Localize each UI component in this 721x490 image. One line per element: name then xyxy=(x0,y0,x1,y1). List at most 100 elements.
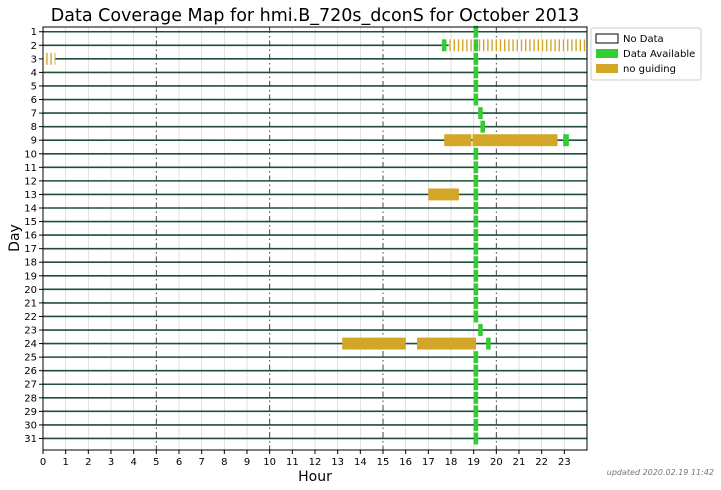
x-tick-label: 23 xyxy=(558,457,571,468)
data-available-segment xyxy=(473,418,479,431)
grid-layer xyxy=(43,27,587,450)
y-tick-label: 14 xyxy=(24,203,37,214)
data-available-segment xyxy=(473,161,479,174)
updated-timestamp: updated 2020.02.19 11:42 xyxy=(607,468,714,477)
x-tick-label: 0 xyxy=(40,457,46,468)
x-tick-label: 22 xyxy=(535,457,548,468)
y-tick-label: 2 xyxy=(31,41,37,52)
y-tick-label: 17 xyxy=(24,244,37,255)
y-tick-label: 3 xyxy=(31,54,37,65)
y-tick-label: 13 xyxy=(24,190,37,201)
y-tick-label: 7 xyxy=(31,109,37,120)
x-tick-label: 8 xyxy=(221,457,227,468)
y-tick-label: 18 xyxy=(24,258,37,269)
x-tick-label: 19 xyxy=(467,457,480,468)
legend-label-no-guiding: no guiding xyxy=(623,64,676,75)
y-tick-label: 31 xyxy=(24,434,37,445)
y-tick-label: 8 xyxy=(31,122,37,133)
data-available-segment xyxy=(478,107,483,120)
legend-label-data-available: Data Available xyxy=(623,49,695,60)
data-available-segment xyxy=(486,337,491,350)
data-available-segment xyxy=(473,202,479,214)
data-available-segment xyxy=(473,215,479,228)
data-available-segment xyxy=(473,296,479,309)
legend-swatch-no-data xyxy=(595,33,619,44)
no-guiding-segment xyxy=(342,337,406,350)
data-available-segment xyxy=(473,147,479,160)
data-available-segment xyxy=(473,256,479,269)
legend-label-no-data: No Data xyxy=(623,34,664,45)
y-axis-ticks: 1234567891011121314151617181920212223242… xyxy=(24,27,43,445)
y-tick-label: 10 xyxy=(24,149,37,160)
y-tick-label: 27 xyxy=(24,380,37,391)
y-tick-label: 24 xyxy=(24,339,37,350)
x-tick-label: 12 xyxy=(309,457,322,468)
y-tick-label: 19 xyxy=(24,271,37,282)
y-tick-label: 28 xyxy=(24,393,37,404)
data-available-segment xyxy=(473,93,479,106)
data-available-segment xyxy=(480,120,485,133)
data-available-segment xyxy=(478,324,483,336)
data-available-segment xyxy=(441,39,447,52)
y-tick-label: 5 xyxy=(31,81,37,92)
y-tick-label: 30 xyxy=(24,420,37,431)
data-available-segment xyxy=(473,432,479,445)
chart-title: Data Coverage Map for hmi.B_720s_dconS f… xyxy=(51,6,579,26)
no-guiding-hatched-segment xyxy=(43,52,56,65)
data-available-segment xyxy=(473,391,479,404)
y-tick-label: 22 xyxy=(24,312,37,323)
y-tick-label: 1 xyxy=(31,27,37,38)
x-tick-label: 5 xyxy=(153,457,159,468)
no-guiding-segment xyxy=(428,188,451,201)
data-available-segment xyxy=(473,66,479,79)
data-available-segment xyxy=(473,25,479,38)
x-tick-label: 6 xyxy=(176,457,182,468)
data-available-segment xyxy=(473,80,479,92)
x-tick-label: 7 xyxy=(198,457,204,468)
x-tick-label: 2 xyxy=(85,457,91,468)
no-guiding-segment xyxy=(451,188,459,201)
y-tick-label: 15 xyxy=(24,217,37,228)
no-guiding-segment xyxy=(472,134,558,147)
x-tick-label: 11 xyxy=(286,457,299,468)
data-available-segment xyxy=(473,269,479,282)
segments-layer xyxy=(43,25,587,445)
data-available-segment xyxy=(473,310,479,323)
y-tick-label: 4 xyxy=(31,68,37,79)
y-tick-label: 11 xyxy=(24,163,37,174)
x-axis-ticks: 0 1 2 3 4 5 6 7 8 9 10 11 12 13 14 15 16 17 18 19 20 21 22 23 xyxy=(40,450,571,468)
x-tick-label: 9 xyxy=(244,457,250,468)
y-tick-label: 6 xyxy=(31,95,37,106)
legend-swatch-data-available xyxy=(596,49,618,58)
no-guiding-segment xyxy=(417,337,476,350)
data-available-segment xyxy=(473,242,479,255)
no-guiding-segment xyxy=(444,134,472,147)
y-tick-label: 9 xyxy=(31,136,37,147)
data-available-segment xyxy=(473,405,479,418)
x-tick-label: 16 xyxy=(399,457,412,468)
data-available-segment xyxy=(473,174,479,187)
y-tick-label: 21 xyxy=(24,298,37,309)
x-tick-label: 20 xyxy=(490,457,503,468)
data-available-segment xyxy=(473,52,479,65)
x-tick-label: 4 xyxy=(130,457,136,468)
data-available-segment xyxy=(473,378,479,391)
y-tick-label: 12 xyxy=(24,176,37,187)
legend-swatch-no-guiding xyxy=(596,64,618,73)
data-available-segment xyxy=(563,134,569,147)
data-available-segment xyxy=(473,188,479,201)
legend: No Data Data Available no guiding xyxy=(590,27,702,81)
data-available-segment xyxy=(473,229,479,242)
x-tick-label: 17 xyxy=(422,457,435,468)
data-available-segment xyxy=(473,283,479,296)
y-tick-label: 25 xyxy=(24,353,37,364)
x-tick-label: 15 xyxy=(377,457,390,468)
no-guiding-hatched-segment xyxy=(448,39,474,52)
data-available-segment xyxy=(473,39,479,52)
no-guiding-hatched-segment xyxy=(478,39,587,52)
x-tick-label: 1 xyxy=(62,457,68,468)
data-available-segment xyxy=(473,364,479,377)
x-tick-label: 3 xyxy=(108,457,114,468)
x-tick-label: 13 xyxy=(331,457,344,468)
